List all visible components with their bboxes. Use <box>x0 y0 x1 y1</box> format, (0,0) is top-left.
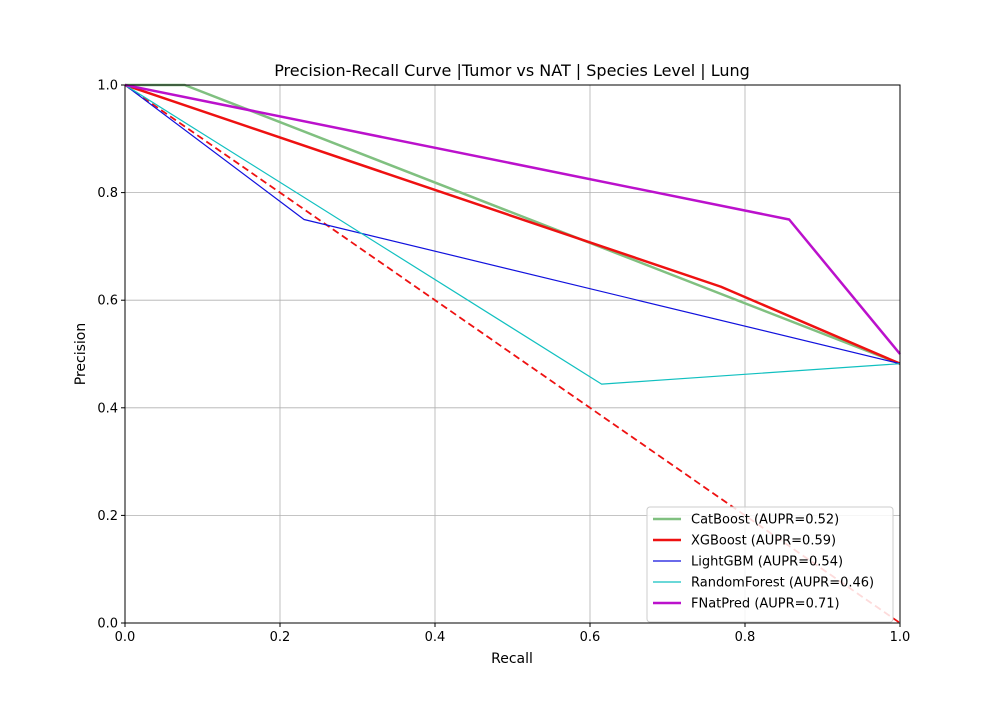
legend-label-1: XGBoost (AUPR=0.59) <box>691 534 836 549</box>
y-tick-label-2: 0.4 <box>97 401 118 416</box>
x-tick-label-5: 1.0 <box>890 630 911 645</box>
series-line-3 <box>124 84 901 385</box>
legend-label-3: RandomForest (AUPR=0.46) <box>691 576 874 591</box>
y-tick-label-0: 0.0 <box>97 617 118 632</box>
series-line-4 <box>124 83 901 355</box>
series-line-0 <box>125 83 901 365</box>
x-axis-label: Recall <box>491 651 533 667</box>
y-axis-label: Precision <box>73 323 89 385</box>
legend-box <box>646 506 894 623</box>
x-tick-label-4: 0.8 <box>735 630 756 645</box>
x-tick-label-1: 0.2 <box>270 630 291 645</box>
series-lines <box>124 83 901 385</box>
x-tick-label-2: 0.4 <box>425 630 446 645</box>
y-tick-label-1: 0.2 <box>97 509 118 524</box>
series-line-2 <box>124 84 901 365</box>
y-tick-label-5: 1.0 <box>97 79 118 94</box>
x-tick-label-0: 0.0 <box>115 630 136 645</box>
y-tick-label-3: 0.6 <box>97 294 118 309</box>
y-tick-label-4: 0.8 <box>97 186 118 201</box>
x-tick-label-3: 0.6 <box>580 630 601 645</box>
chart-title: Precision-Recall Curve |Tumor vs NAT | S… <box>274 61 750 80</box>
series-line-1 <box>124 83 901 365</box>
legend-label-0: CatBoost (AUPR=0.52) <box>691 513 839 528</box>
plot-frame <box>124 84 901 624</box>
legend: CatBoost (AUPR=0.52) XGBoost (AUPR=0.59) L… <box>646 506 894 623</box>
legend-label-4: FNatPred (AUPR=0.71) <box>691 597 840 612</box>
legend-label-2: LightGBM (AUPR=0.54) <box>691 555 843 570</box>
axis-ticks: 0.0 0.2 0.4 0.6 0.8 1.0 0.0 0.2 0.4 0.6 0.8 1.0 <box>97 79 910 646</box>
